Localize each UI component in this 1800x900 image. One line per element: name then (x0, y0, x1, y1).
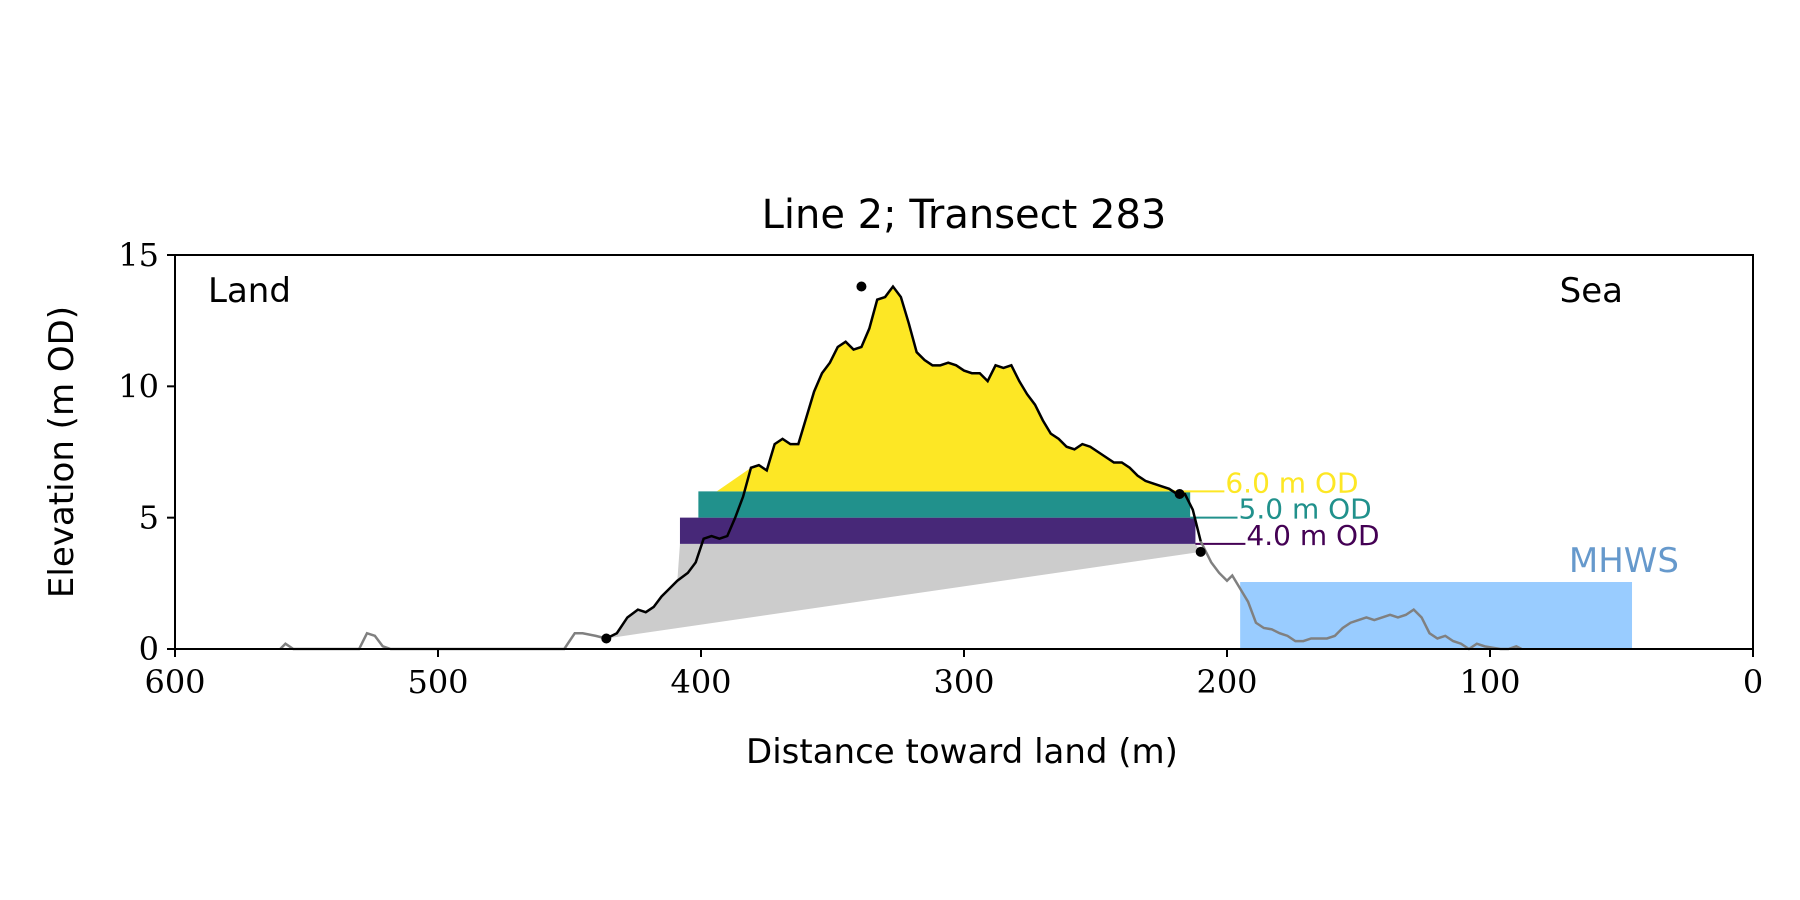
profile-line-feature (605, 284, 1202, 640)
land-label: Land (208, 271, 291, 311)
point-end (1195, 546, 1206, 557)
point-toe (1174, 489, 1185, 500)
level-band-6m (716, 286, 1180, 492)
x-tick-label: 300 (933, 663, 994, 701)
feature-base-area (606, 543, 1201, 639)
mhws-label: MHWS (1569, 541, 1679, 581)
point-start (601, 633, 612, 644)
x-tick-label: 100 (1459, 663, 1520, 701)
x-axis-label: Distance toward land (m) (746, 732, 1178, 772)
y-tick-label: 5 (139, 499, 159, 537)
x-tick-label: 0 (1743, 663, 1763, 701)
x-tick-label: 600 (144, 663, 205, 701)
y-tick-label: 15 (118, 236, 159, 274)
x-tick-label: 400 (670, 663, 731, 701)
level-label-0: 4.0 m OD (1246, 519, 1379, 552)
y-tick-label: 10 (118, 367, 159, 405)
y-tick-label: 0 (139, 630, 159, 668)
level-band-4m (679, 517, 1196, 544)
axes-layer: 600 500 400 300 200 100 0 0 5 10 15 (118, 236, 1763, 701)
level-label-1: 5.0 m OD (1239, 493, 1372, 526)
level-band-5m (698, 491, 1191, 518)
level-label-2: 6.0 m OD (1225, 466, 1358, 499)
sea-label: Sea (1560, 271, 1623, 311)
profile-line-landward (279, 631, 607, 651)
x-tick-label: 200 (1196, 663, 1257, 701)
chart-title: Line 2; Transect 283 (762, 192, 1167, 238)
y-axis-label: Elevation (m OD) (42, 306, 82, 598)
x-tick-label: 500 (407, 663, 468, 701)
point-crest (856, 281, 867, 292)
plot-layer: 4.0 m OD5.0 m OD6.0 m OD MHWS (279, 281, 1679, 651)
